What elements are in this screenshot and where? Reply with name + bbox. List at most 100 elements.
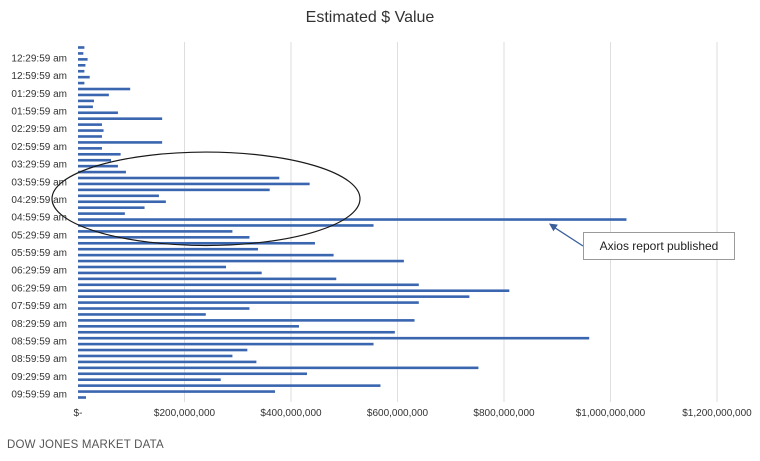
bar (78, 123, 102, 126)
bar (78, 336, 590, 340)
x-tick-label: $1,200,000,000 (682, 408, 752, 419)
bar (78, 170, 126, 174)
y-tick-label: 09:29:59 am (11, 372, 67, 383)
bar (78, 360, 257, 364)
bar (78, 241, 315, 245)
y-tick-label: 02:29:59 am (11, 124, 67, 135)
y-tick-label: 08:29:59 am (11, 319, 67, 330)
bar (78, 236, 250, 239)
bar (78, 366, 479, 370)
x-tick-label: $800,000,000 (473, 408, 535, 419)
bar (78, 58, 88, 61)
bar (78, 283, 419, 287)
x-tick-label: $1,000,000,000 (576, 408, 646, 419)
bar (78, 342, 374, 346)
bar (78, 218, 627, 221)
y-tick-label: 04:29:59 am (11, 195, 67, 206)
bar (78, 265, 227, 269)
y-tick-label: 05:59:59 am (11, 248, 67, 259)
x-tick-label: $600,000,000 (367, 408, 429, 419)
y-tick-label: 06:29:59 am (11, 266, 67, 277)
grid-lines (184, 42, 718, 402)
y-tick-label: 08:59:59 am (11, 336, 67, 347)
bar (78, 75, 90, 79)
bar (78, 87, 131, 91)
bar (78, 224, 374, 227)
bar (78, 176, 280, 180)
bar (78, 105, 93, 109)
x-tick-label: $- (74, 408, 83, 419)
bar (78, 313, 206, 316)
x-axis-labels: $- $200,000,000 $400,000,000 $600,000,000 $8… (74, 408, 753, 419)
bar-series (78, 46, 627, 399)
callout-arrowhead (549, 223, 558, 232)
bar (78, 230, 233, 233)
y-tick-label: 12:29:59 am (11, 54, 67, 65)
bar (78, 372, 307, 376)
bar (78, 271, 262, 275)
annotation-callout: Axios report published (583, 232, 735, 260)
bar (78, 164, 118, 168)
bar (78, 325, 299, 328)
bar (78, 348, 248, 352)
bar (78, 301, 419, 304)
y-tick-label: 08:59:59 am (11, 354, 67, 365)
bar (78, 147, 102, 150)
y-tick-label: 01:59:59 am (11, 107, 67, 118)
bar (78, 289, 510, 293)
annotations (51, 151, 584, 247)
bar (78, 117, 163, 120)
bar (78, 253, 334, 257)
bar (78, 182, 310, 186)
bar (78, 63, 86, 67)
bar (78, 194, 159, 198)
bar (78, 152, 121, 156)
bar (78, 384, 381, 387)
bar (78, 111, 118, 115)
callout-leader-line (552, 225, 584, 247)
y-tick-label: 04:59:59 am (11, 213, 67, 224)
x-tick-label: $400,000,000 (260, 408, 322, 419)
y-tick-label: 03:29:59 am (11, 160, 67, 171)
bar (78, 378, 221, 382)
y-tick-label: 12:59:59 am (11, 71, 67, 82)
bar (78, 93, 109, 97)
bar (78, 247, 258, 251)
bar (78, 390, 276, 393)
bar (78, 354, 233, 358)
y-tick-label: 07:59:59 am (11, 301, 67, 312)
x-tick-label: $200,000,000 (154, 408, 216, 419)
bar (78, 212, 125, 215)
bar (78, 99, 94, 103)
y-tick-label: 03:59:59 am (11, 177, 67, 188)
y-tick-label: 06:29:59 am (11, 283, 67, 294)
chart-title: Estimated $ Value (306, 9, 435, 26)
bar (78, 330, 395, 334)
bar (78, 188, 270, 192)
bar (78, 206, 145, 209)
bar (78, 259, 404, 263)
y-tick-label: 01:29:59 am (11, 89, 67, 100)
highlight-ellipse (51, 151, 361, 247)
bar (78, 135, 102, 138)
source-credit: DOW JONES MARKET DATA (7, 439, 164, 451)
bar (78, 319, 415, 322)
bar (78, 52, 84, 55)
y-tick-label: 02:59:59 am (11, 142, 67, 153)
bar (78, 396, 86, 399)
bar (78, 307, 250, 310)
bar (78, 277, 337, 281)
bar (78, 129, 104, 132)
y-axis-labels: 12:29:59 am 12:59:59 am 01:29:59 am 01:59:5… (11, 54, 67, 401)
y-tick-label: 09:59:59 am (11, 390, 67, 401)
bar (78, 141, 163, 144)
bar (78, 200, 166, 204)
y-tick-label: 05:29:59 am (11, 230, 67, 241)
bar (78, 46, 85, 49)
bar (78, 69, 85, 73)
bar (78, 158, 112, 162)
bar (78, 81, 85, 85)
bar (78, 295, 470, 298)
annotation-text: Axios report published (599, 239, 719, 253)
